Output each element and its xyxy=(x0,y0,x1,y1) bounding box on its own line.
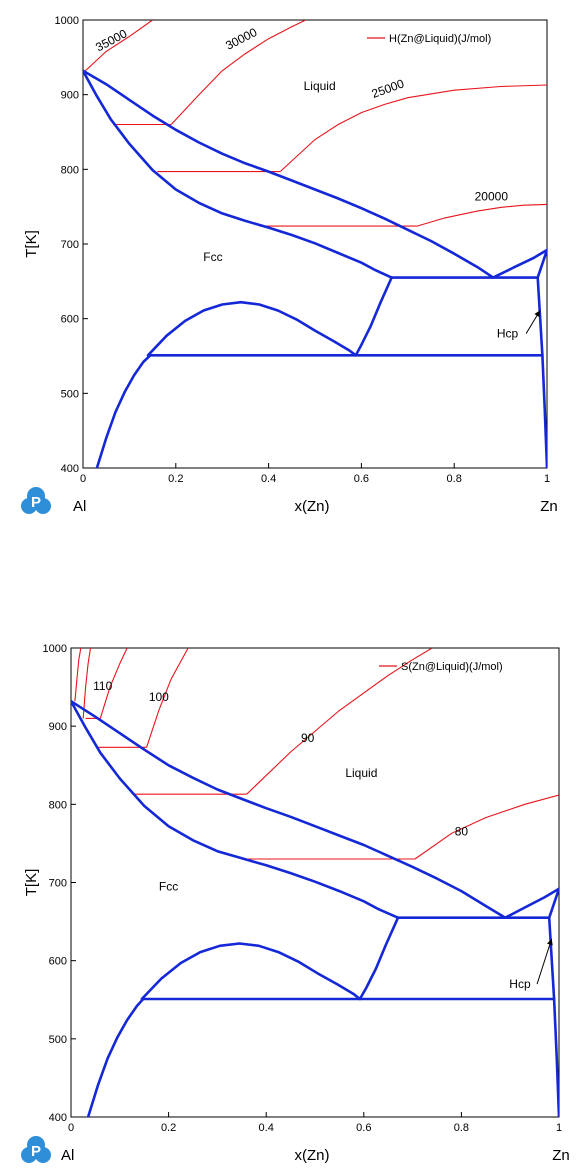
contour-label: 90 xyxy=(301,731,315,745)
y-tick-label: 400 xyxy=(61,463,79,475)
y-tick-label: 800 xyxy=(61,164,79,176)
chart-1: 0 0.2 0.4 0.6 0.8 1 400 500 600 700 800 900 1000 x(Zn… xyxy=(21,15,558,515)
y-tick-label: 900 xyxy=(49,721,67,733)
x-axis-label: x(Zn) xyxy=(295,498,330,515)
plot-area xyxy=(71,648,559,1117)
x-tick-label: 0.6 xyxy=(354,473,369,485)
logo-letter: P xyxy=(31,494,41,511)
x-tick-label: 0 xyxy=(68,1122,74,1134)
solidus-line xyxy=(83,69,393,279)
fcc-solvus-right-line xyxy=(358,916,400,1001)
left-element-label: Al xyxy=(73,498,86,515)
hcp-liquidus-line xyxy=(536,248,547,279)
y-tick-label: 700 xyxy=(49,878,67,890)
x-tick-label: 0.2 xyxy=(161,1122,176,1134)
left-element-label: Al xyxy=(61,1147,74,1164)
y-tick-label: 500 xyxy=(61,388,79,400)
logo-blob-top xyxy=(27,1136,45,1154)
miscibility-gap-line xyxy=(146,300,358,357)
contour-line-2 xyxy=(279,84,547,173)
hcp-solvus-line xyxy=(547,916,559,1117)
y-tick-label: 600 xyxy=(49,956,67,968)
phase-label: Liquid xyxy=(345,766,377,780)
hcp-arrow-head-icon xyxy=(534,310,540,318)
hcp-liquidus-line xyxy=(547,887,559,920)
y-tick-label: 600 xyxy=(61,314,79,326)
y-tick-label: 1000 xyxy=(55,15,79,27)
contour-label: 100 xyxy=(149,690,169,704)
contour-label: 80 xyxy=(455,825,469,839)
plot-area xyxy=(83,20,547,468)
contour-line-3 xyxy=(146,648,189,748)
contour-line-0 xyxy=(74,648,82,702)
contour-label: 25000 xyxy=(370,76,406,101)
contour-line-2 xyxy=(99,648,128,719)
right-element-label: Zn xyxy=(552,1147,570,1164)
y-tick-label: 800 xyxy=(49,799,67,811)
fcc-solvus-right-line xyxy=(354,276,393,357)
legend-label: H(Zn@Liquid)(J/mol) xyxy=(389,33,491,45)
fcc-solvus-left-line xyxy=(95,353,152,468)
contour-label: 35000 xyxy=(93,26,129,54)
right-element-label: Zn xyxy=(540,498,558,515)
y-tick-label: 700 xyxy=(61,239,79,251)
contour-label: 20000 xyxy=(475,190,509,204)
x-tick-label: 0 xyxy=(80,473,86,485)
x-axis-label: x(Zn) xyxy=(295,1147,330,1164)
liquidus-line xyxy=(83,69,547,279)
solidus-line xyxy=(71,699,400,920)
y-axis-label: T[K] xyxy=(23,230,40,258)
y-tick-label: 500 xyxy=(49,1034,67,1046)
y-tick-label: 1000 xyxy=(43,643,67,655)
logo-blob-top xyxy=(27,487,45,505)
phase-label: Hcp xyxy=(497,326,519,340)
contour-line-3 xyxy=(416,203,547,227)
hcp-solvus-line xyxy=(536,276,547,468)
y-tick-label: 900 xyxy=(61,90,79,102)
contour-line-5 xyxy=(414,794,559,860)
x-tick-label: 0.2 xyxy=(168,473,183,485)
hcp-arrow-line xyxy=(536,938,553,985)
chart-2: 0 0.2 0.4 0.6 0.8 1 400 500 600 700 800 900 1000 x(Zn… xyxy=(21,643,570,1164)
phase-label: Fcc xyxy=(159,879,178,893)
fcc-solvus-left-line xyxy=(86,997,145,1117)
x-tick-label: 0.6 xyxy=(356,1122,371,1134)
x-tick-label: 0.8 xyxy=(454,1122,469,1134)
p-logo-icon: P xyxy=(21,487,51,514)
contour-line-1 xyxy=(82,648,92,719)
p-logo-icon: P xyxy=(21,1136,51,1163)
x-tick-label: 1 xyxy=(556,1122,562,1134)
x-tick-label: 0.8 xyxy=(447,473,462,485)
contour-label: 110 xyxy=(93,679,112,693)
liquidus-line xyxy=(71,699,559,920)
x-tick-label: 0.4 xyxy=(261,473,276,485)
contour-line-4 xyxy=(246,648,433,795)
contour-line-1 xyxy=(170,20,306,125)
phase-label: Liquid xyxy=(304,79,336,93)
hcp-arrow-head-icon xyxy=(547,938,553,946)
y-axis-label: T[K] xyxy=(23,869,40,897)
contour-line-0 xyxy=(83,20,153,74)
legend-label: S(Zn@Liquid)(J/mol) xyxy=(401,661,503,673)
y-tick-label: 400 xyxy=(49,1112,67,1124)
phase-label: Fcc xyxy=(203,250,222,264)
miscibility-gap-line xyxy=(140,942,362,1001)
logo-letter: P xyxy=(31,1143,41,1160)
x-tick-label: 0.4 xyxy=(259,1122,274,1134)
x-tick-label: 1 xyxy=(544,473,550,485)
phase-label: Hcp xyxy=(509,977,531,991)
